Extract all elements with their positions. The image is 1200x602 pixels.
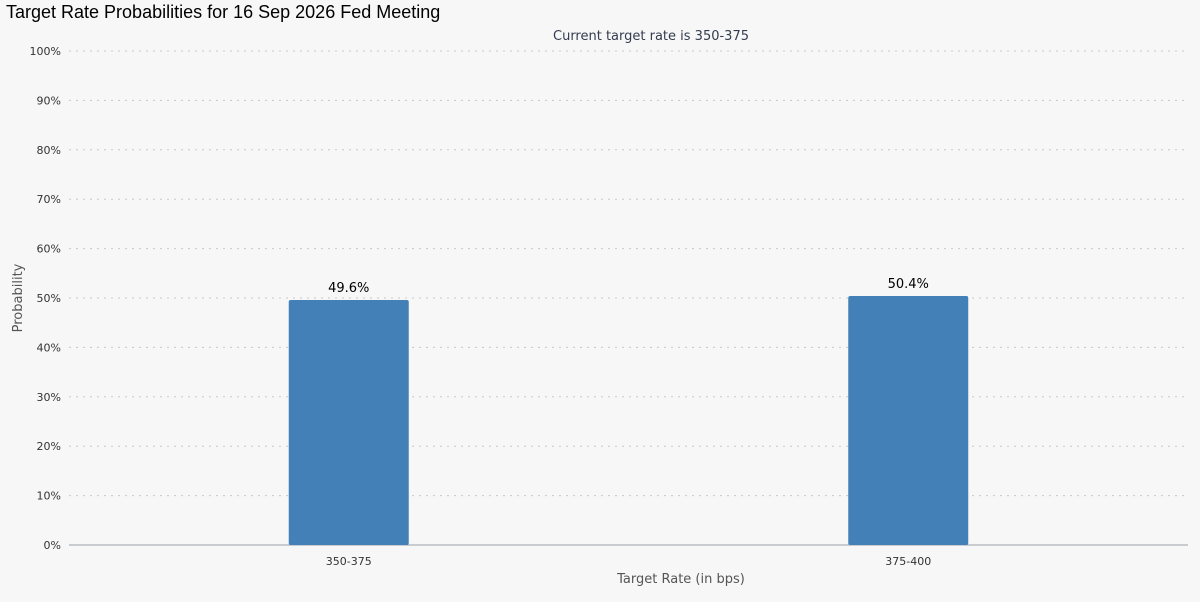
x-tick-label: 350-375: [326, 555, 372, 568]
bar-value-label: 50.4%: [888, 277, 929, 292]
x-tick-label: 375-400: [885, 555, 931, 568]
y-axis-ticks: 0% 10% 20% 30% 40% 50% 60% 70% 80% 90% 100%: [30, 45, 61, 552]
gridlines: [69, 50, 1188, 497]
y-tick-label: 0%: [44, 539, 61, 552]
y-tick-label: 50%: [37, 292, 61, 305]
bar[interactable]: [288, 299, 409, 545]
bar-value-label: 49.6%: [328, 281, 369, 296]
page-title: Target Rate Probabilities for 16 Sep 202…: [6, 2, 441, 22]
y-tick-label: 80%: [37, 144, 61, 157]
chart-subtitle: Current target rate is 350-375: [553, 29, 749, 44]
y-tick-label: 10%: [37, 490, 61, 503]
y-tick-label: 90%: [37, 94, 61, 107]
bar[interactable]: [848, 296, 969, 545]
y-axis-title: Probability: [11, 263, 26, 332]
y-tick-label: 40%: [37, 341, 61, 354]
y-tick-label: 100%: [30, 45, 61, 58]
bars: 49.6% 50.4%: [288, 277, 969, 545]
y-tick-label: 20%: [37, 440, 61, 453]
y-tick-label: 30%: [37, 391, 61, 404]
x-axis-ticks: 350-375 375-400: [326, 555, 931, 568]
y-tick-label: 60%: [37, 243, 61, 256]
x-axis-title: Target Rate (in bps): [616, 572, 745, 587]
y-tick-label: 70%: [37, 193, 61, 206]
